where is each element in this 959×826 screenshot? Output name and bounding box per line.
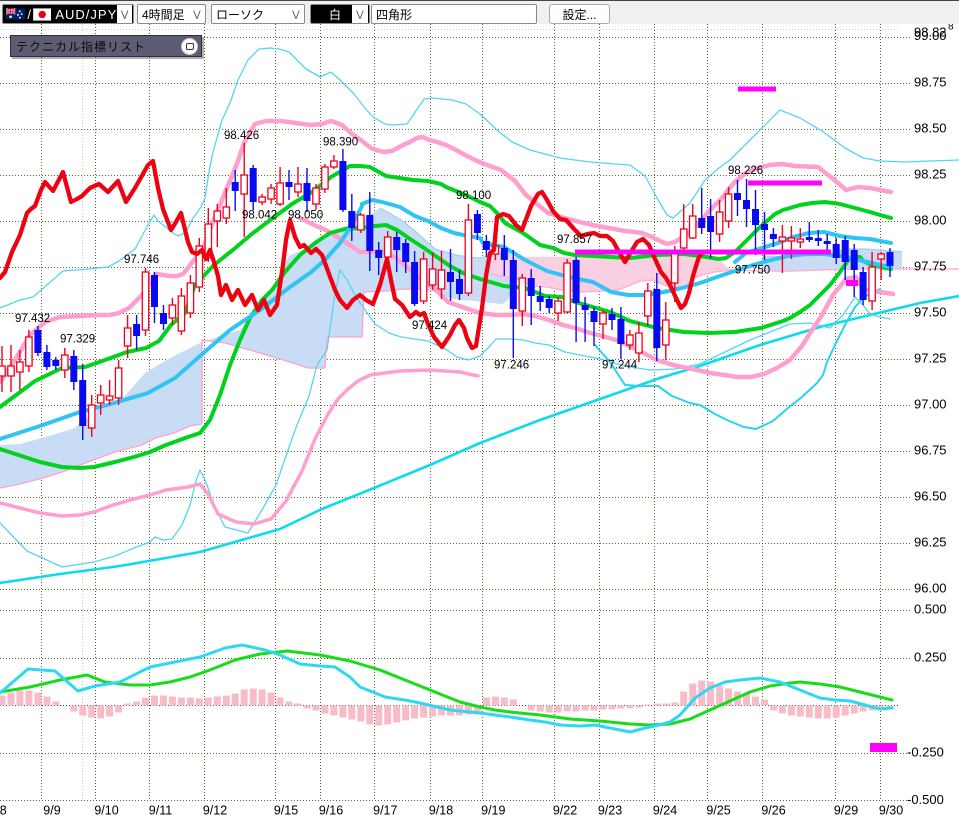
svg-text:9/30: 9/30 <box>879 803 903 817</box>
svg-text:9/10: 9/10 <box>94 803 118 817</box>
svg-text:9/8: 9/8 <box>0 803 7 817</box>
svg-text:96.00: 96.00 <box>914 580 947 595</box>
svg-text:97.432: 97.432 <box>15 313 50 325</box>
svg-text:97.246: 97.246 <box>494 360 529 372</box>
svg-text:96.50: 96.50 <box>914 488 947 503</box>
svg-text:98.25: 98.25 <box>914 166 947 181</box>
svg-text:9/22: 9/22 <box>553 803 577 817</box>
svg-text:98.390: 98.390 <box>323 137 358 149</box>
svg-text:97.424: 97.424 <box>412 320 448 332</box>
svg-text:97.746: 97.746 <box>124 254 159 266</box>
svg-text:9/25: 9/25 <box>706 803 730 817</box>
svg-text:99.00: 99.00 <box>914 28 947 43</box>
svg-text:9/9: 9/9 <box>43 803 60 817</box>
svg-text:97.244: 97.244 <box>602 360 638 372</box>
svg-text:9/17: 9/17 <box>373 803 397 817</box>
svg-text:9/11: 9/11 <box>149 803 172 817</box>
svg-text:9/18: 9/18 <box>429 803 453 817</box>
svg-text:-0.500: -0.500 <box>907 792 944 807</box>
svg-text:98.82: 98.82 <box>914 24 947 39</box>
svg-text:9/16: 9/16 <box>319 803 343 817</box>
svg-text:97.00: 97.00 <box>914 396 947 411</box>
svg-text:98.226: 98.226 <box>728 165 763 177</box>
svg-text:98.050: 98.050 <box>288 210 323 222</box>
svg-text:-0.250: -0.250 <box>907 744 944 759</box>
svg-text:0.500: 0.500 <box>914 601 947 616</box>
svg-text:98.100: 98.100 <box>456 190 491 202</box>
svg-text:97.25: 97.25 <box>914 350 947 365</box>
svg-text:9/12: 9/12 <box>203 803 227 817</box>
svg-text:98.426: 98.426 <box>224 130 259 142</box>
svg-text:97.50: 97.50 <box>914 304 947 319</box>
svg-text:98.00: 98.00 <box>914 212 947 227</box>
svg-text:9/24: 9/24 <box>653 803 677 817</box>
svg-text:9/15: 9/15 <box>274 803 298 817</box>
svg-text:98.75: 98.75 <box>914 74 947 89</box>
svg-text:98.50: 98.50 <box>914 120 947 135</box>
svg-text:98.042: 98.042 <box>242 210 277 222</box>
svg-text:97.750: 97.750 <box>735 265 770 277</box>
svg-text:8: 8 <box>948 22 954 33</box>
svg-text:9/29: 9/29 <box>834 803 858 817</box>
svg-text:9/19: 9/19 <box>481 803 505 817</box>
svg-text:9/26: 9/26 <box>761 803 785 817</box>
svg-text:97.857: 97.857 <box>557 234 592 246</box>
svg-text:9/23: 9/23 <box>598 803 622 817</box>
svg-text:96.75: 96.75 <box>914 442 947 457</box>
svg-text:97.75: 97.75 <box>914 258 947 273</box>
svg-text:97.329: 97.329 <box>60 334 95 346</box>
svg-text:96.25: 96.25 <box>914 534 947 549</box>
svg-text:0.250: 0.250 <box>914 649 947 664</box>
